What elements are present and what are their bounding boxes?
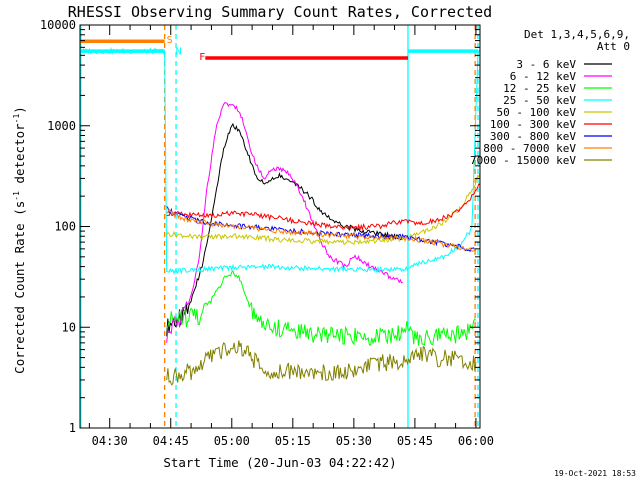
legend-label-6: 300 - 800 keV: [490, 130, 576, 143]
x-axis-label: Start Time (20-Jun-03 04:22:42): [163, 455, 396, 470]
y-tick-label-0: 1: [69, 421, 76, 435]
series-line-4: [166, 172, 481, 246]
x-tick-label-5: 05:45: [397, 434, 433, 448]
y-tick-label-1: 10: [62, 320, 76, 334]
series-line-3: [79, 46, 481, 275]
legend-label-1: 6 - 12 keV: [510, 70, 577, 83]
annotation-n: N: [176, 46, 182, 57]
legend-label-4: 50 - 100 keV: [497, 106, 577, 119]
y-axis-label-sup2: -1: [12, 114, 21, 124]
y-axis-label-main: Corrected Count Rate (s: [12, 201, 27, 374]
legend-label-3: 25 - 50 keV: [503, 94, 576, 107]
y-axis-label-end: ): [12, 106, 27, 114]
x-tick-label-6: 06:00: [458, 434, 494, 448]
legend-header-line-1: Det 1,3,4,5,6,9,: [524, 28, 630, 41]
x-tick-label-1: 04:45: [153, 434, 189, 448]
y-axis-label-sup1: -1: [12, 191, 21, 201]
annotation-f: F: [199, 52, 205, 63]
y-axis-label: Corrected Count Rate (s-1 detector-1): [12, 106, 27, 374]
series-line-2: [166, 270, 477, 347]
chart-title: RHESSI Observing Summary Count Rates, Co…: [68, 3, 492, 21]
x-tick-label-3: 05:15: [275, 434, 311, 448]
legend-label-5: 100 - 300 keV: [490, 118, 576, 131]
y-axis-label-mid: detector: [12, 123, 27, 191]
legend-label-7: 800 - 7000 keV: [483, 142, 576, 155]
y-tick-label-3: 1000: [47, 119, 76, 133]
plot-area: SN F 04:30 04:45 05:00 05:15 05:30 05:45 06:00 1 1…: [40, 18, 494, 448]
legend-label-2: 12 - 25 keV: [503, 82, 576, 95]
legend-label-0: 3 - 6 keV: [516, 58, 576, 71]
legend-label-8: 7000 - 15000 keV: [470, 154, 576, 167]
footer-date: 19-Oct-2021 18:53: [554, 469, 636, 478]
y-tick-label-2: 100: [54, 220, 76, 234]
annotation-s: S: [167, 35, 173, 46]
x-tick-label-0: 04:30: [92, 434, 128, 448]
series-line-1: [166, 102, 403, 343]
series-line-7: [166, 208, 477, 252]
series-line-5: [166, 183, 481, 232]
x-tick-label-2: 05:00: [214, 434, 250, 448]
legend-header-line-2: Att 0: [597, 40, 630, 53]
series-line-8: [166, 340, 477, 386]
series-line-0: [166, 122, 403, 337]
x-tick-label-4: 05:30: [336, 434, 372, 448]
y-tick-label-4: 10000: [40, 18, 76, 32]
